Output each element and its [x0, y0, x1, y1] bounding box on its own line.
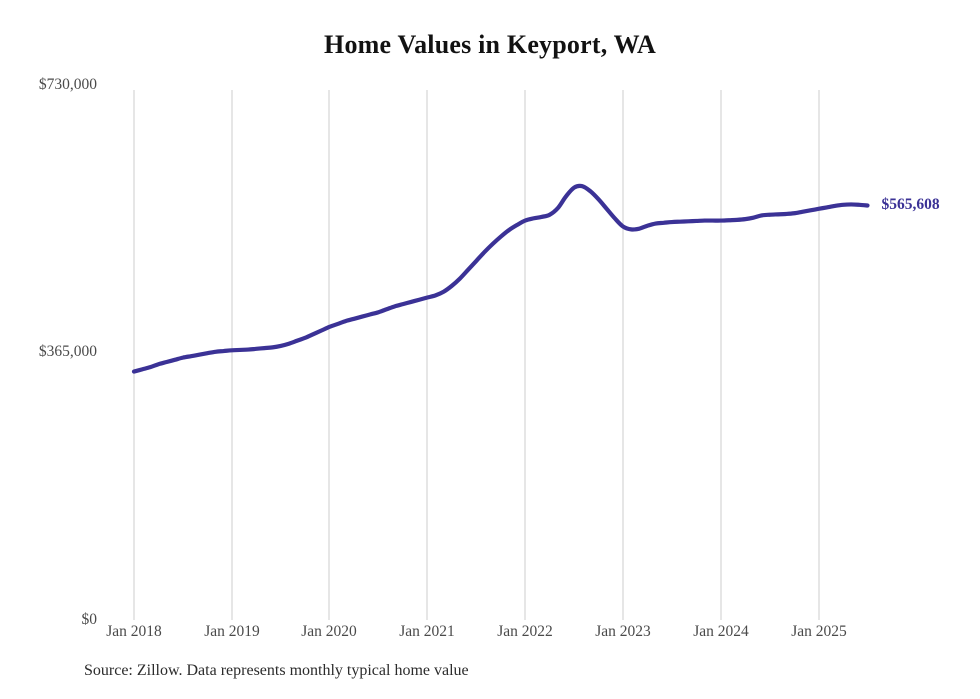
series-line-typical-home-value [131, 183, 870, 374]
endpoint-value-label: $565,608 [881, 196, 940, 214]
source-note: Source: Zillow. Data represents monthly … [84, 662, 469, 679]
x-axis-tick-label: Jan 2021 [399, 623, 455, 640]
x-axis-tick-label: Jan 2019 [204, 623, 260, 640]
x-axis-tick-label: Jan 2025 [791, 623, 847, 640]
x-axis-tick-label: Jan 2020 [301, 623, 357, 640]
x-axis-tick-label: Jan 2024 [693, 623, 749, 640]
page-title: Home Values in Keyport, WA [324, 30, 656, 59]
x-axis-tick-label: Jan 2018 [106, 623, 162, 640]
data-series-line [131, 183, 870, 374]
y-axis-tick-label: $0 [81, 611, 98, 628]
y-axis-tick-label: $730,000 [38, 76, 97, 93]
x-axis-tick-label: Jan 2022 [497, 623, 553, 640]
gridlines [133, 90, 820, 620]
y-axis-tick-label: $365,000 [38, 343, 97, 360]
x-axis-tick-label: Jan 2023 [595, 623, 651, 640]
